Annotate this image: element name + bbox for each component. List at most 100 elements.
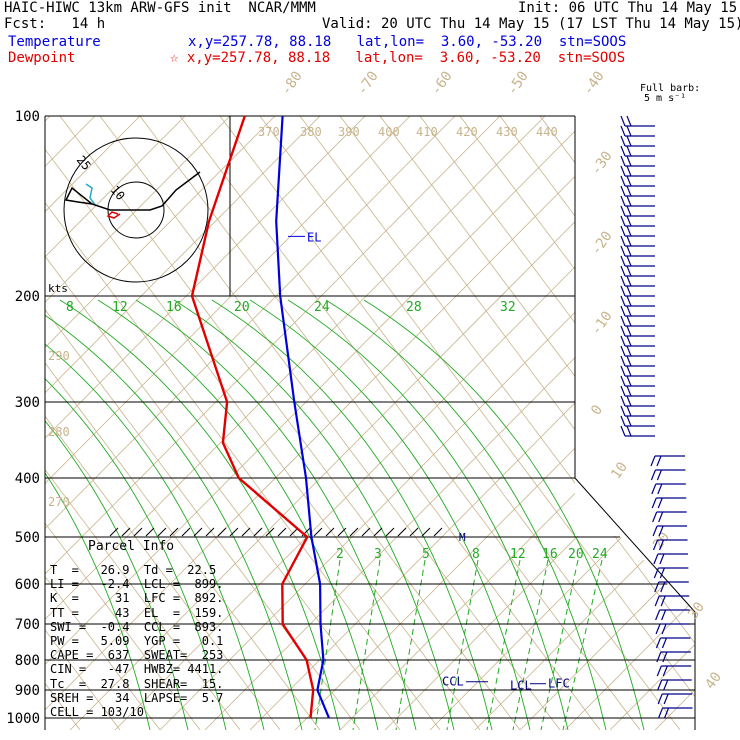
- wind-barb-feather: [664, 707, 670, 719]
- freezing-hatch: [145, 527, 155, 537]
- wind-barb-feather: [626, 305, 632, 317]
- freezing-hatch: [133, 527, 143, 537]
- isotherm-line: [45, 116, 411, 730]
- parcel-info-title: Parcel Info: [88, 539, 175, 554]
- wind-barb-feather: [620, 135, 626, 147]
- wind-barb-feather: [626, 325, 632, 337]
- wind-barb-feather: [658, 707, 664, 719]
- isotherm-line: [45, 116, 51, 730]
- freezing-hatch: [253, 527, 263, 537]
- freezing-hatch: [397, 527, 407, 537]
- freezing-hatch: [193, 527, 203, 537]
- wind-barb-feather: [626, 125, 632, 137]
- mixing-ratio-line: [540, 559, 579, 730]
- hodograph-outer-ring: [63, 137, 209, 283]
- dry-adiabat-line: [219, 116, 681, 730]
- wind-barb-feather: [626, 165, 632, 177]
- el-label: EL: [307, 230, 321, 244]
- parcel-info-row: PW = 5.09 YGP = 0.1: [50, 634, 224, 648]
- wind-barb-feather: [626, 275, 632, 287]
- freezing-hatch: [217, 527, 227, 537]
- wind-barb-feather: [658, 525, 664, 537]
- freezing-hatch: [433, 527, 443, 537]
- theta-label: 280: [48, 425, 70, 439]
- isotherm-line: [45, 116, 321, 730]
- wind-barb-feather: [626, 415, 632, 427]
- wind-barb-feather: [626, 285, 632, 297]
- wind-barb-feather: [626, 145, 632, 157]
- parcel-info-row: TT = 43 EL = 159.: [50, 605, 224, 620]
- theta-label: 410: [416, 125, 438, 139]
- parcel-info-row: K = 31 LFC = 892.: [50, 591, 224, 606]
- temperature-profile: [275, 115, 331, 719]
- freezing-hatch: [169, 527, 179, 537]
- dry-adiabat-line: [0, 116, 40, 730]
- hodograph-upper-level: [64, 171, 201, 211]
- wind-barb-feather: [626, 155, 632, 167]
- forecast-hour: Fcst: 14 h: [4, 16, 106, 32]
- wind-barb-feather: [626, 175, 632, 187]
- pressure-tick-label: 300: [15, 395, 40, 411]
- freezing-hatch: [205, 527, 215, 537]
- mixing-ratio-line: [512, 559, 549, 730]
- freezing-hatch: [229, 527, 239, 537]
- isotherm-line: [45, 116, 501, 730]
- freezing-hatch: [277, 527, 287, 537]
- wind-barb-feather: [620, 165, 626, 177]
- dewpoint-legend-info: ☆ x,y=257.78, 88.18 lat,lon= 3.60, -53.2…: [170, 50, 626, 66]
- wind-barb-feather: [626, 225, 632, 237]
- wind-barb-feather: [620, 255, 626, 267]
- mixing-ratio-label: 2: [336, 547, 344, 562]
- isotherm-line: [519, 116, 695, 730]
- dry-adiabat-line: [45, 116, 321, 730]
- wind-barb-feather: [626, 385, 632, 397]
- wind-barb-feather: [661, 623, 667, 635]
- wind-barb-feather: [620, 145, 626, 157]
- mixing-ratio-line: [352, 559, 381, 730]
- wind-barb-feather: [662, 665, 668, 677]
- theta-label: 290: [48, 349, 70, 363]
- pressure-tick-label: 900: [15, 683, 40, 699]
- mixing-ratio-line: [486, 559, 521, 730]
- parcel-info-row: Tc = 27.8 SHEAR= 15.: [50, 676, 224, 691]
- isotherm-label: -30: [588, 148, 616, 178]
- wind-barb-feather: [655, 623, 661, 635]
- wind-barb-feather: [626, 375, 632, 387]
- wind-barb-feather: [620, 275, 626, 287]
- wind-barb-feather: [653, 553, 659, 565]
- wind-barb-feather: [663, 679, 669, 691]
- wind-barb-feather: [620, 125, 626, 137]
- wind-barb-feather: [652, 539, 659, 551]
- isotherm-line: [45, 116, 366, 730]
- isotherm-line: [45, 116, 276, 730]
- parcel-info-row: SWI = -0.4 CCL = 893.: [50, 619, 224, 634]
- wind-barb-feather: [658, 539, 665, 551]
- wind-barb-feather: [626, 405, 632, 417]
- wind-barb-feather: [660, 595, 666, 607]
- wind-barbs: [620, 115, 693, 719]
- wind-barb-feather: [620, 265, 626, 277]
- wind-barb-feather: [620, 155, 626, 167]
- wind-barb-feather: [620, 285, 626, 297]
- mixing-ratio-label: 16: [166, 300, 182, 315]
- wind-barb-feather: [626, 365, 632, 377]
- wind-barb-feather: [626, 355, 632, 367]
- frame-right-lower: [574, 477, 696, 730]
- barb-legend-title: Full barb:: [640, 83, 701, 94]
- wind-barb-feather: [620, 245, 626, 257]
- wind-barb-feather: [660, 581, 666, 593]
- mixing-ratio-label: 12: [510, 547, 526, 562]
- isotherm-label: -80: [278, 68, 306, 98]
- mixing-ratio-label: 8: [66, 300, 74, 315]
- mixing-ratio-label: 16: [542, 547, 558, 562]
- wind-barb-feather: [626, 135, 632, 147]
- wind-barb-feather: [626, 235, 632, 247]
- wind-barb-feather: [620, 195, 626, 207]
- dry-adiabat-line: [179, 116, 641, 730]
- wind-barb-feather: [626, 395, 632, 407]
- isotherm-label: -70: [354, 68, 382, 98]
- wind-barb-feather: [651, 497, 657, 509]
- wind-barb-feather: [626, 335, 632, 347]
- dry-adiabat-line: [45, 116, 201, 730]
- wind-barb-feather: [659, 553, 665, 565]
